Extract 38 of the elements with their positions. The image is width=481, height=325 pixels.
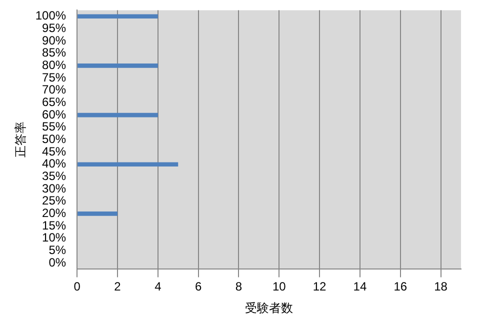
y-tick-label: 5% bbox=[48, 243, 66, 258]
y-tick-label: 50% bbox=[42, 132, 66, 146]
x-tick-label: 14 bbox=[353, 280, 367, 294]
bar bbox=[78, 162, 178, 167]
y-tick-label: 45% bbox=[42, 144, 66, 158]
y-tick-label: 75% bbox=[42, 70, 66, 84]
x-axis-title: 受験者数 bbox=[245, 301, 294, 316]
y-tick-label: 95% bbox=[42, 21, 66, 36]
y-tick-label: 90% bbox=[42, 33, 66, 48]
bar bbox=[78, 64, 158, 68]
x-tick-label: 6 bbox=[194, 280, 202, 294]
x-tick-label: 18 bbox=[434, 280, 448, 294]
x-tick-label: 8 bbox=[235, 280, 242, 294]
y-tick-label: 100% bbox=[35, 8, 66, 23]
y-tick-label: 20% bbox=[42, 206, 66, 220]
y-tick-label: 60% bbox=[42, 107, 66, 122]
y-tick-label: 30% bbox=[42, 181, 66, 196]
y-tick-label: 85% bbox=[42, 46, 66, 60]
y-axis-title: 正答率 bbox=[14, 122, 28, 158]
x-tick-label: 4 bbox=[154, 280, 162, 294]
bar bbox=[78, 14, 158, 19]
bar bbox=[78, 212, 118, 216]
x-tick-label: 0 bbox=[74, 280, 81, 294]
y-tick-label: 70% bbox=[42, 82, 66, 97]
bar bbox=[78, 112, 158, 118]
x-tick-label: 2 bbox=[114, 280, 122, 294]
y-tick-label: 10% bbox=[42, 230, 66, 245]
y-tick-label: 40% bbox=[42, 156, 66, 171]
y-tick-label: 35% bbox=[42, 169, 66, 184]
y-tick-label: 15% bbox=[42, 218, 66, 232]
x-tick-label: 12 bbox=[312, 280, 327, 294]
x-tick-label: 16 bbox=[394, 280, 408, 294]
y-tick-label: 80% bbox=[42, 58, 66, 72]
x-tick-label: 10 bbox=[272, 280, 286, 294]
y-tick-label: 55% bbox=[42, 120, 66, 134]
y-tick-label: 25% bbox=[42, 194, 66, 208]
y-tick-label: 0% bbox=[48, 255, 66, 270]
y-tick-label: 65% bbox=[42, 95, 66, 110]
